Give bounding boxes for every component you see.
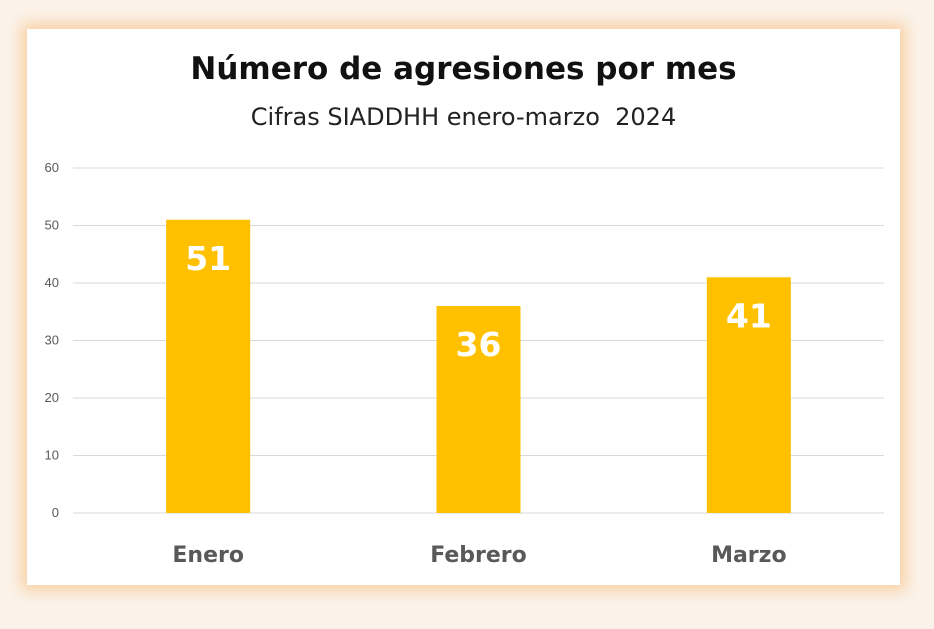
- data-label: 41: [726, 296, 772, 335]
- y-tick-label: 10: [45, 448, 59, 463]
- data-label: 36: [456, 325, 502, 364]
- y-tick-label: 50: [45, 218, 59, 233]
- chart-card: Número de agresiones por mes Cifras SIAD…: [27, 29, 900, 585]
- chart-subtitle: Cifras SIADDHH enero-marzo 2024: [250, 103, 677, 131]
- bar-chart: 0 10 20 30 40 50 60 51 Enero 36 Febrero 41 Marzo: [45, 160, 884, 568]
- y-tick-label: 20: [45, 390, 59, 405]
- y-tick-label: 40: [45, 275, 59, 290]
- y-tick-label: 30: [45, 333, 59, 348]
- data-label: 51: [185, 239, 231, 278]
- y-tick-label: 0: [52, 505, 59, 520]
- chart-title: Número de agresiones por mes: [190, 51, 737, 87]
- bar-febrero: [436, 306, 521, 513]
- y-tick-label: 60: [45, 160, 59, 175]
- bar-enero: [166, 219, 251, 513]
- bar-marzo: [706, 277, 791, 513]
- x-category-label: Febrero: [430, 543, 527, 568]
- x-category-label: Marzo: [711, 543, 787, 568]
- x-category-label: Enero: [172, 543, 244, 568]
